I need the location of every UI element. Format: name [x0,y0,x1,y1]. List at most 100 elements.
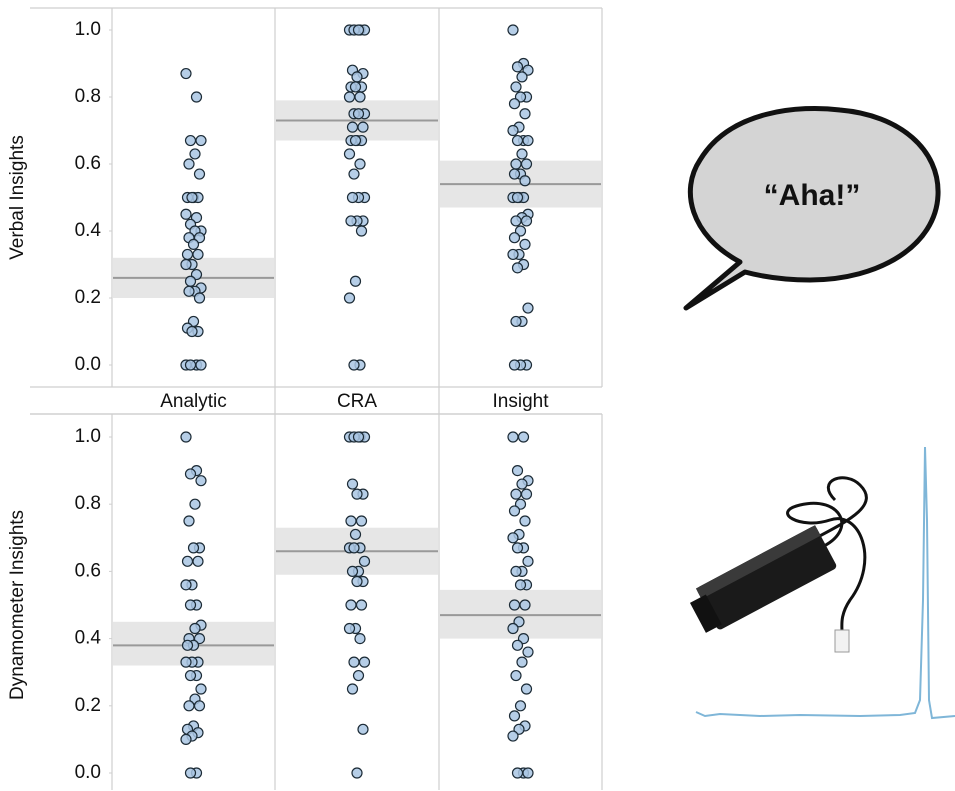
data-point [508,249,518,259]
data-point [513,136,523,146]
data-point [520,516,530,526]
data-point [520,176,530,186]
data-point [189,239,199,249]
data-point [513,466,523,476]
data-point [508,25,518,35]
bubble-text: “Aha!” [764,179,861,212]
data-point [349,360,359,370]
data-point [523,647,533,657]
data-point [510,506,520,516]
data-point [187,327,197,337]
data-point [196,684,206,694]
figure: “Aha!” AnalyticCRAInsightVerbal Insights… [0,0,955,791]
data-point [346,216,356,226]
data-point [183,640,193,650]
data-point [184,286,194,296]
data-point [519,432,529,442]
y-tick-label: 0.2 [75,695,101,716]
category-label: CRA [337,391,377,412]
data-point [192,92,202,102]
data-point [190,499,200,509]
data-point [522,159,532,169]
data-point [186,469,196,479]
data-point [345,149,355,159]
data-point [186,360,196,370]
data-point [351,82,361,92]
data-point [183,249,193,259]
data-point [352,576,362,586]
data-point [357,600,367,610]
data-point [513,193,523,203]
y-tick-label: 1.0 [75,19,101,40]
data-point [360,556,370,566]
data-point [357,226,367,236]
data-point [345,92,355,102]
data-point [511,82,521,92]
data-point [354,671,364,681]
y-tick-label: 0.4 [75,220,102,241]
data-point [522,489,532,499]
data-point [510,360,520,370]
data-point [511,566,521,576]
data-point [351,276,361,286]
data-point [523,556,533,566]
data-point [346,600,356,610]
data-point [352,72,362,82]
data-point [193,556,203,566]
data-point [513,62,523,72]
data-point [196,360,206,370]
y-tick-label: 0.4 [75,628,102,649]
data-point [360,657,370,667]
data-point [181,657,191,667]
data-point [348,479,358,489]
data-point [186,768,196,778]
data-point [355,634,365,644]
data-point [193,249,203,259]
data-point [508,432,518,442]
data-point [516,580,526,590]
y-tick-label: 0.0 [75,762,101,783]
data-point [348,566,358,576]
y-tick-label: 0.6 [75,560,101,581]
data-point [346,516,356,526]
y-tick-label: 0.2 [75,287,101,308]
data-point [513,263,523,273]
data-point [511,216,521,226]
charts: AnalyticCRAInsightVerbal Insights0.00.20… [7,8,602,790]
data-point [522,684,532,694]
category-label: Insight [493,391,550,412]
data-point [520,239,530,249]
data-point [517,479,527,489]
data-point [196,136,206,146]
data-point [358,724,368,734]
data-point [181,580,191,590]
data-point [508,624,518,634]
data-point [508,126,518,136]
y-tick-label: 0.8 [75,493,101,514]
data-point [190,149,200,159]
y-tick-label: 0.6 [75,153,101,174]
data-point [352,489,362,499]
data-point [348,684,358,694]
data-point [351,136,361,146]
data-point [517,72,527,82]
data-point [184,516,194,526]
data-point [195,169,205,179]
data-point [510,600,520,610]
data-point [510,233,520,243]
data-point [511,671,521,681]
data-point [516,701,526,711]
data-point [181,432,191,442]
data-point [345,293,355,303]
data-point [348,193,358,203]
data-point [181,69,191,79]
data-point [186,600,196,610]
data-point [190,624,200,634]
data-point [196,476,206,486]
data-point [355,159,365,169]
y-tick-label: 0.0 [75,354,101,375]
data-point [520,109,530,119]
data-point [354,109,364,119]
data-point [186,136,196,146]
data-point [517,657,527,667]
